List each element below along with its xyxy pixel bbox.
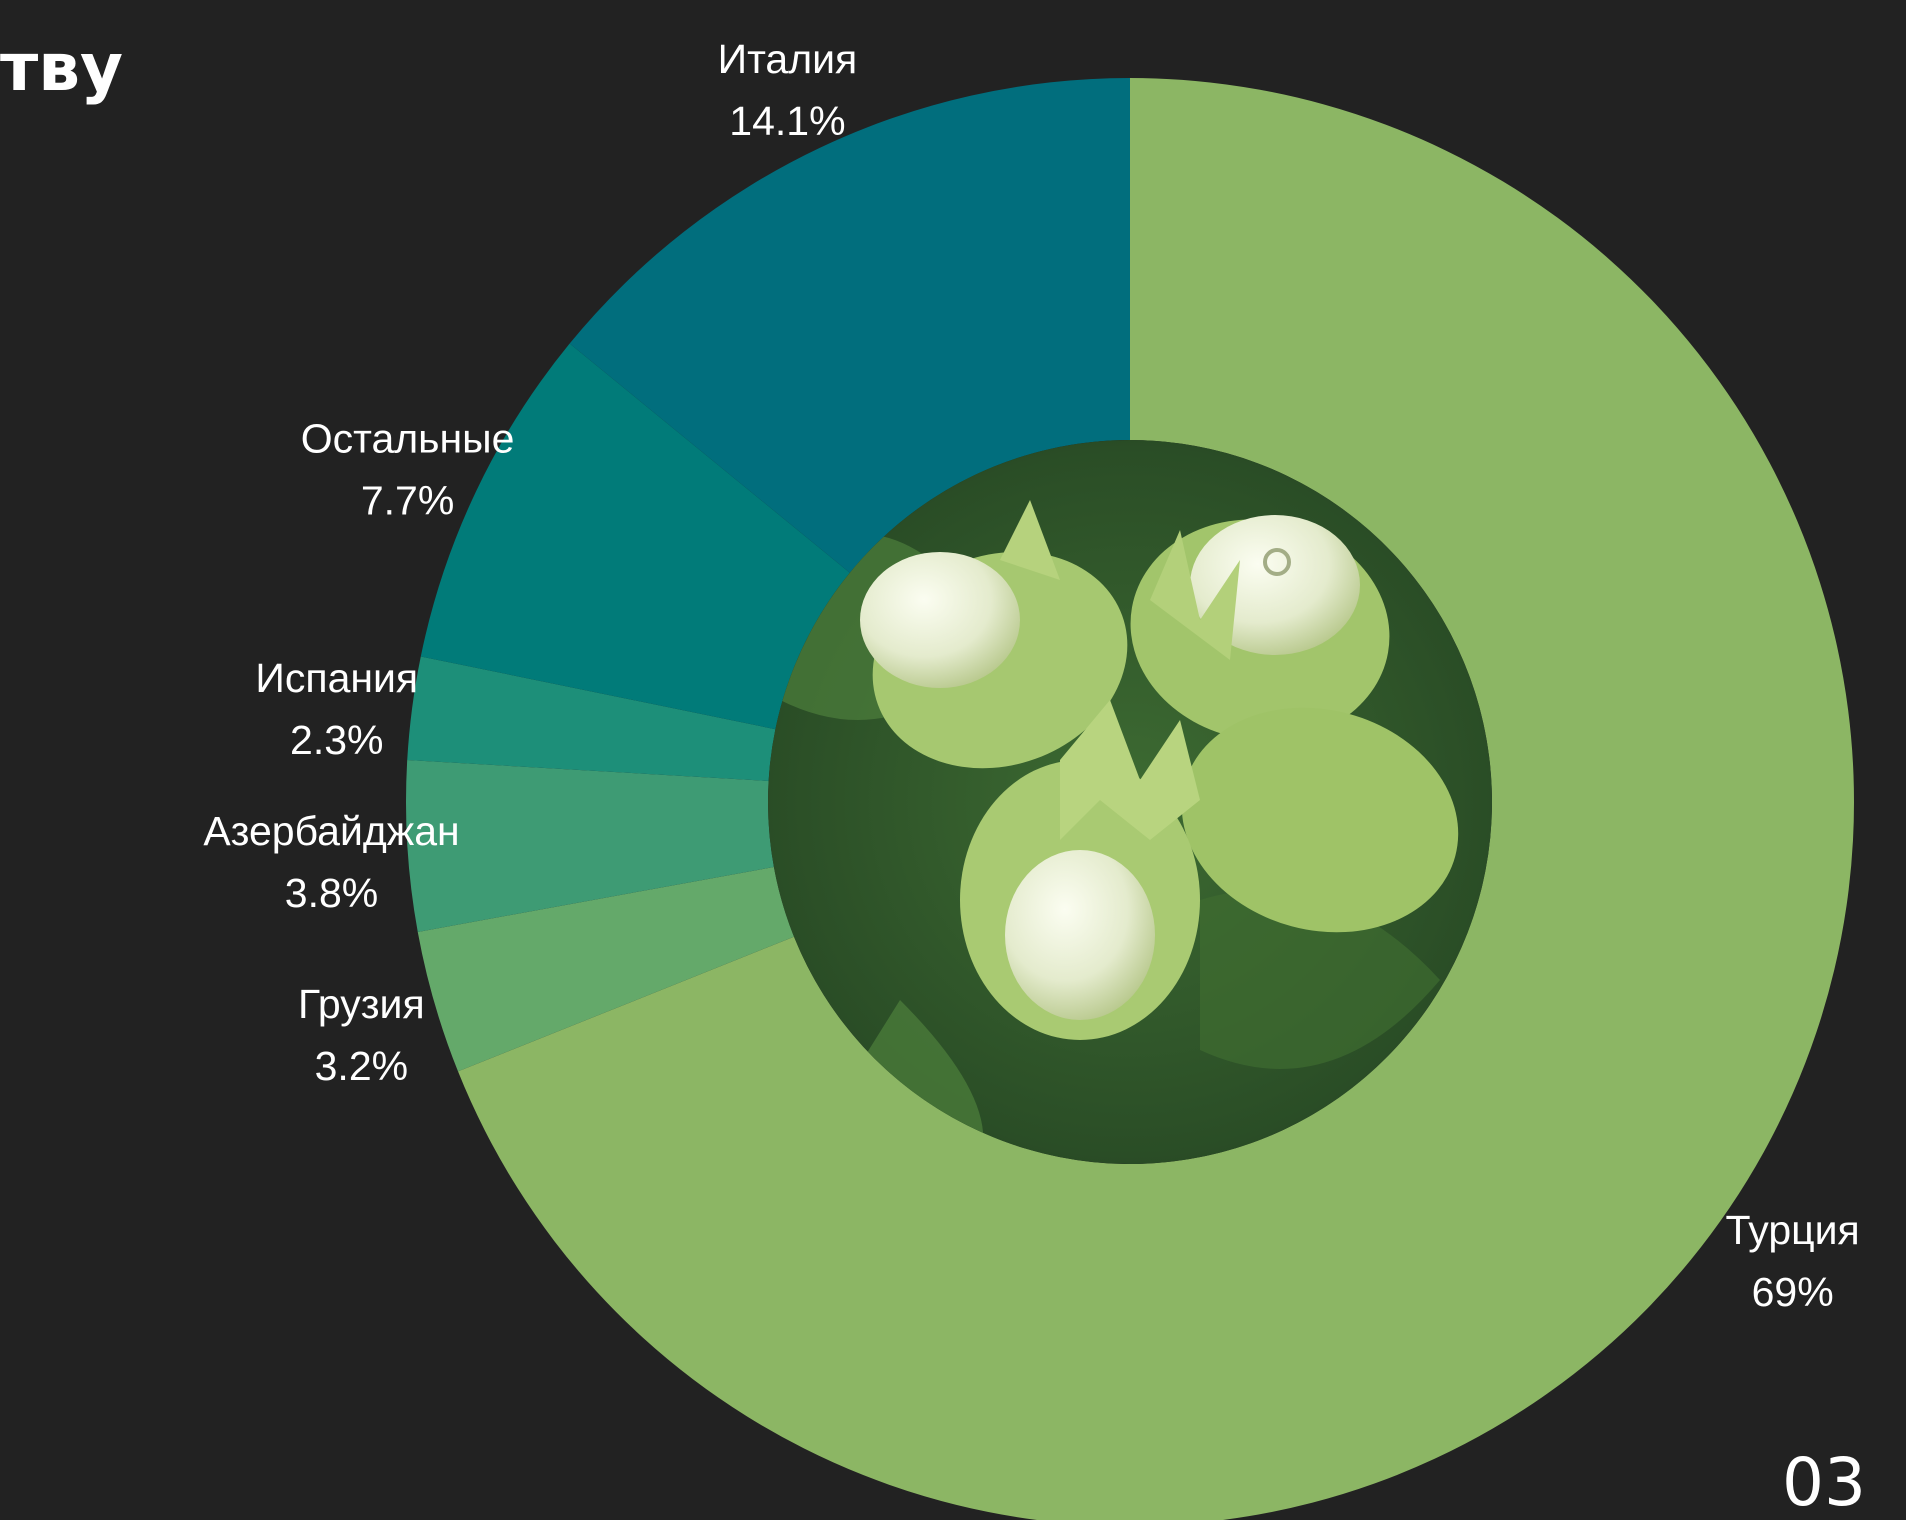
slice-5 [569,78,1130,573]
slice-value-3: 2.3% [290,717,383,763]
slice-value-0: 69% [1752,1269,1834,1315]
slice-2 [406,759,774,932]
slice-label-1: Грузия [298,981,425,1027]
slice-value-4: 7.7% [361,477,454,523]
slice-label-3: Испания [255,655,418,701]
slice-label-4: Остальные [301,415,515,461]
slice-value-5: 14.1% [729,98,845,144]
hazelnut-photo [768,440,1492,1164]
slice-3 [407,656,776,781]
slice-0 [458,78,1854,1520]
slide-title: тву [0,29,124,106]
slice-4 [420,343,850,730]
slice-1 [417,866,795,1072]
slice-label-0: Турция [1726,1207,1860,1253]
slice-label-5: Италия [718,36,858,82]
slice-value-2: 3.8% [285,870,378,916]
slice-value-1: 3.2% [315,1043,408,1089]
page-number: 03 [1782,1444,1866,1520]
slice-label-2: Азербайджан [203,808,459,854]
